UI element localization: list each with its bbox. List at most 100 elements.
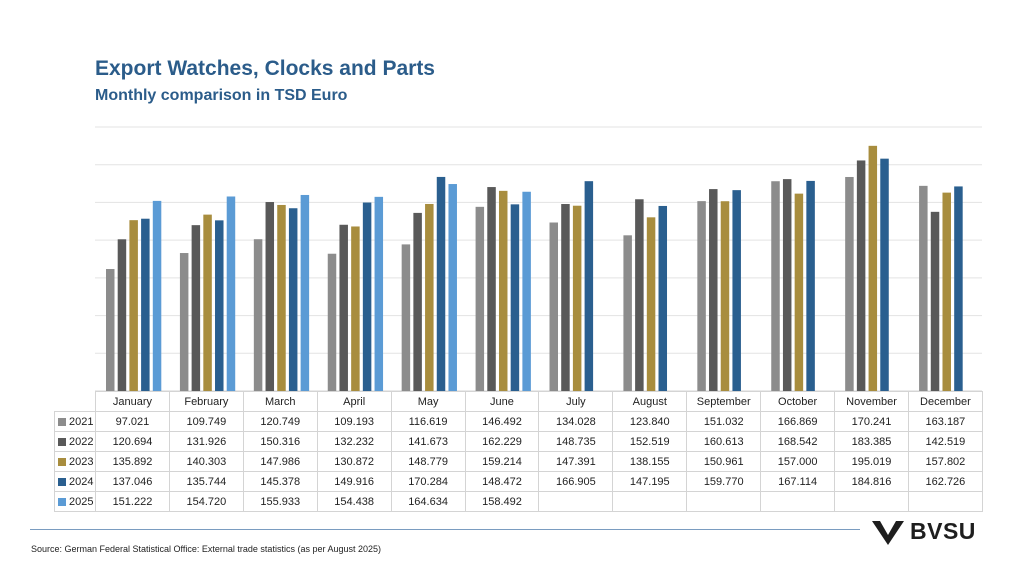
bar-2024-october — [806, 180, 815, 391]
bar-series — [106, 145, 963, 391]
bar-2021-december — [919, 185, 928, 391]
data-label: 170.284 — [390, 471, 466, 492]
bar-2021-september — [697, 201, 706, 391]
bar-2024-march — [288, 208, 298, 391]
category-label: May — [390, 391, 466, 412]
bar-2022-may — [413, 212, 422, 391]
data-label: 170.241 — [834, 411, 909, 432]
data-table: January February March April May June July Augu… — [54, 391, 983, 512]
data-label: 154.438 — [316, 491, 392, 512]
bar-2021-august — [623, 235, 632, 391]
bar-2025-june — [522, 191, 531, 391]
data-label — [612, 491, 688, 512]
table-row: 2022 120.694 131.926 150.316 132.232 141.673 1… — [54, 431, 983, 452]
data-label: 147.986 — [242, 451, 318, 472]
data-label: 162.726 — [907, 471, 983, 492]
category-label: November — [834, 391, 909, 412]
bar-2021-october — [771, 181, 780, 391]
data-label: 163.187 — [907, 411, 983, 432]
data-label: 160.613 — [686, 431, 762, 452]
data-label: 159.214 — [464, 451, 540, 472]
bar-2021-january — [106, 269, 115, 391]
bar-2022-october — [782, 179, 792, 391]
bar-2025-march — [300, 194, 310, 391]
data-label: 157.802 — [907, 451, 983, 472]
data-label: 164.634 — [390, 491, 466, 512]
bar-2021-march — [253, 239, 263, 391]
data-label: 154.720 — [168, 491, 244, 512]
category-label: July — [538, 391, 614, 412]
data-label: 147.195 — [612, 471, 688, 492]
data-label: 132.232 — [316, 431, 392, 452]
bar-2023-october — [794, 193, 804, 391]
bar-2022-july — [561, 204, 570, 391]
data-label: 135.892 — [95, 451, 170, 472]
table-row: 2023 135.892 140.303 147.986 130.872 148.779 1… — [54, 451, 983, 472]
data-label: 109.193 — [316, 411, 392, 432]
data-label: 184.816 — [834, 471, 909, 492]
bar-2024-january — [141, 218, 150, 391]
legend-swatch — [58, 437, 66, 446]
data-label: 131.926 — [168, 431, 244, 452]
category-label: October — [760, 391, 836, 412]
bar-2022-february — [191, 225, 201, 391]
bar-2023-september — [720, 201, 730, 391]
data-label: 123.840 — [612, 411, 688, 432]
bar-2024-april — [362, 202, 372, 391]
chart-subtitle: Monthly comparison in TSD Euro — [95, 87, 348, 104]
bar-2025-april — [374, 196, 384, 391]
bar-2024-september — [732, 190, 741, 391]
bar-2022-november — [856, 160, 866, 391]
bar-2024-august — [658, 205, 668, 391]
bar-2023-november — [868, 145, 878, 391]
category-label: August — [612, 391, 688, 412]
data-label: 135.744 — [168, 471, 244, 492]
data-label: 168.542 — [760, 431, 836, 452]
logo-text: BVSU — [910, 518, 976, 544]
data-label: 150.316 — [242, 431, 318, 452]
data-label: 146.492 — [464, 411, 540, 432]
data-label: 195.019 — [834, 451, 909, 472]
data-label: 162.229 — [464, 431, 540, 452]
data-label: 142.519 — [907, 431, 983, 452]
data-label: 167.114 — [760, 471, 836, 492]
bar-2021-april — [327, 253, 337, 391]
bar-2024-november — [880, 158, 889, 391]
legend-swatch — [58, 457, 66, 466]
data-label: 166.905 — [538, 471, 614, 492]
data-label: 148.472 — [464, 471, 540, 492]
bar-2022-march — [265, 202, 275, 391]
bar-2023-december — [942, 192, 951, 391]
bar-2024-june — [510, 204, 520, 391]
bar-2025-january — [152, 200, 162, 391]
data-label: 140.303 — [168, 451, 244, 472]
source-note: Source: German Federal Statistical Offic… — [31, 544, 381, 554]
data-label: 120.749 — [242, 411, 318, 432]
chart-title: Export Watches, Clocks and Parts — [95, 57, 435, 80]
data-label: 151.032 — [686, 411, 762, 432]
data-label — [538, 491, 614, 512]
legend-swatch — [58, 497, 66, 506]
table-row: 2024 137.046 135.744 145.378 149.916 170.284 1… — [54, 471, 983, 492]
category-label: April — [316, 391, 392, 412]
data-label: 137.046 — [95, 471, 170, 492]
bar-2024-february — [215, 220, 224, 391]
bar-2023-may — [425, 203, 434, 391]
bar-2023-june — [498, 190, 508, 391]
legend-entry: 2023 — [54, 451, 96, 472]
bar-2024-july — [584, 181, 594, 391]
bar-2023-july — [572, 205, 582, 391]
legend-entry: 2021 — [54, 411, 96, 432]
bar-2025-february — [226, 196, 236, 391]
data-label: 120.694 — [95, 431, 170, 452]
legend-entry: 2022 — [54, 431, 96, 452]
data-label: 150.961 — [686, 451, 762, 472]
data-label: 109.749 — [168, 411, 244, 432]
bar-2022-august — [635, 199, 644, 391]
data-label: 166.869 — [760, 411, 836, 432]
data-label: 148.735 — [538, 431, 614, 452]
data-label: 134.028 — [538, 411, 614, 432]
legend-swatch — [58, 417, 66, 426]
bar-2022-september — [709, 189, 718, 391]
legend-swatch — [58, 477, 66, 486]
